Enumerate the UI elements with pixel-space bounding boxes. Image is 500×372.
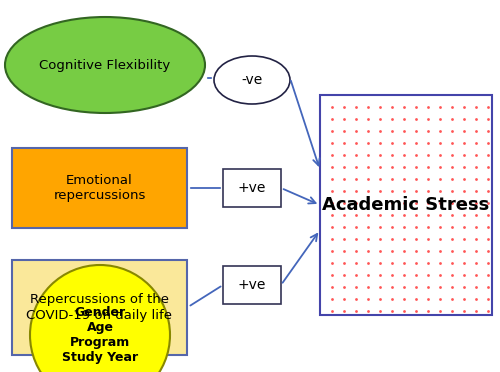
- Bar: [12, 260, 187, 355]
- Bar: [12, 148, 187, 228]
- Text: Gender
Age
Program
Study Year: Gender Age Program Study Year: [62, 306, 138, 364]
- Ellipse shape: [5, 17, 205, 113]
- Text: Emotional
repercussions: Emotional repercussions: [54, 174, 146, 202]
- Bar: [320, 95, 492, 315]
- Bar: [223, 169, 281, 207]
- Ellipse shape: [214, 56, 290, 104]
- Text: -ve: -ve: [242, 73, 262, 87]
- Text: +ve: +ve: [238, 181, 266, 195]
- Text: Cognitive Flexibility: Cognitive Flexibility: [40, 58, 170, 71]
- Text: +ve: +ve: [238, 278, 266, 292]
- Ellipse shape: [30, 265, 170, 372]
- Bar: [223, 266, 281, 304]
- Text: Academic Stress: Academic Stress: [322, 196, 490, 214]
- Text: Repercussions of the
COVID-19 on daily life: Repercussions of the COVID-19 on daily l…: [26, 294, 172, 321]
